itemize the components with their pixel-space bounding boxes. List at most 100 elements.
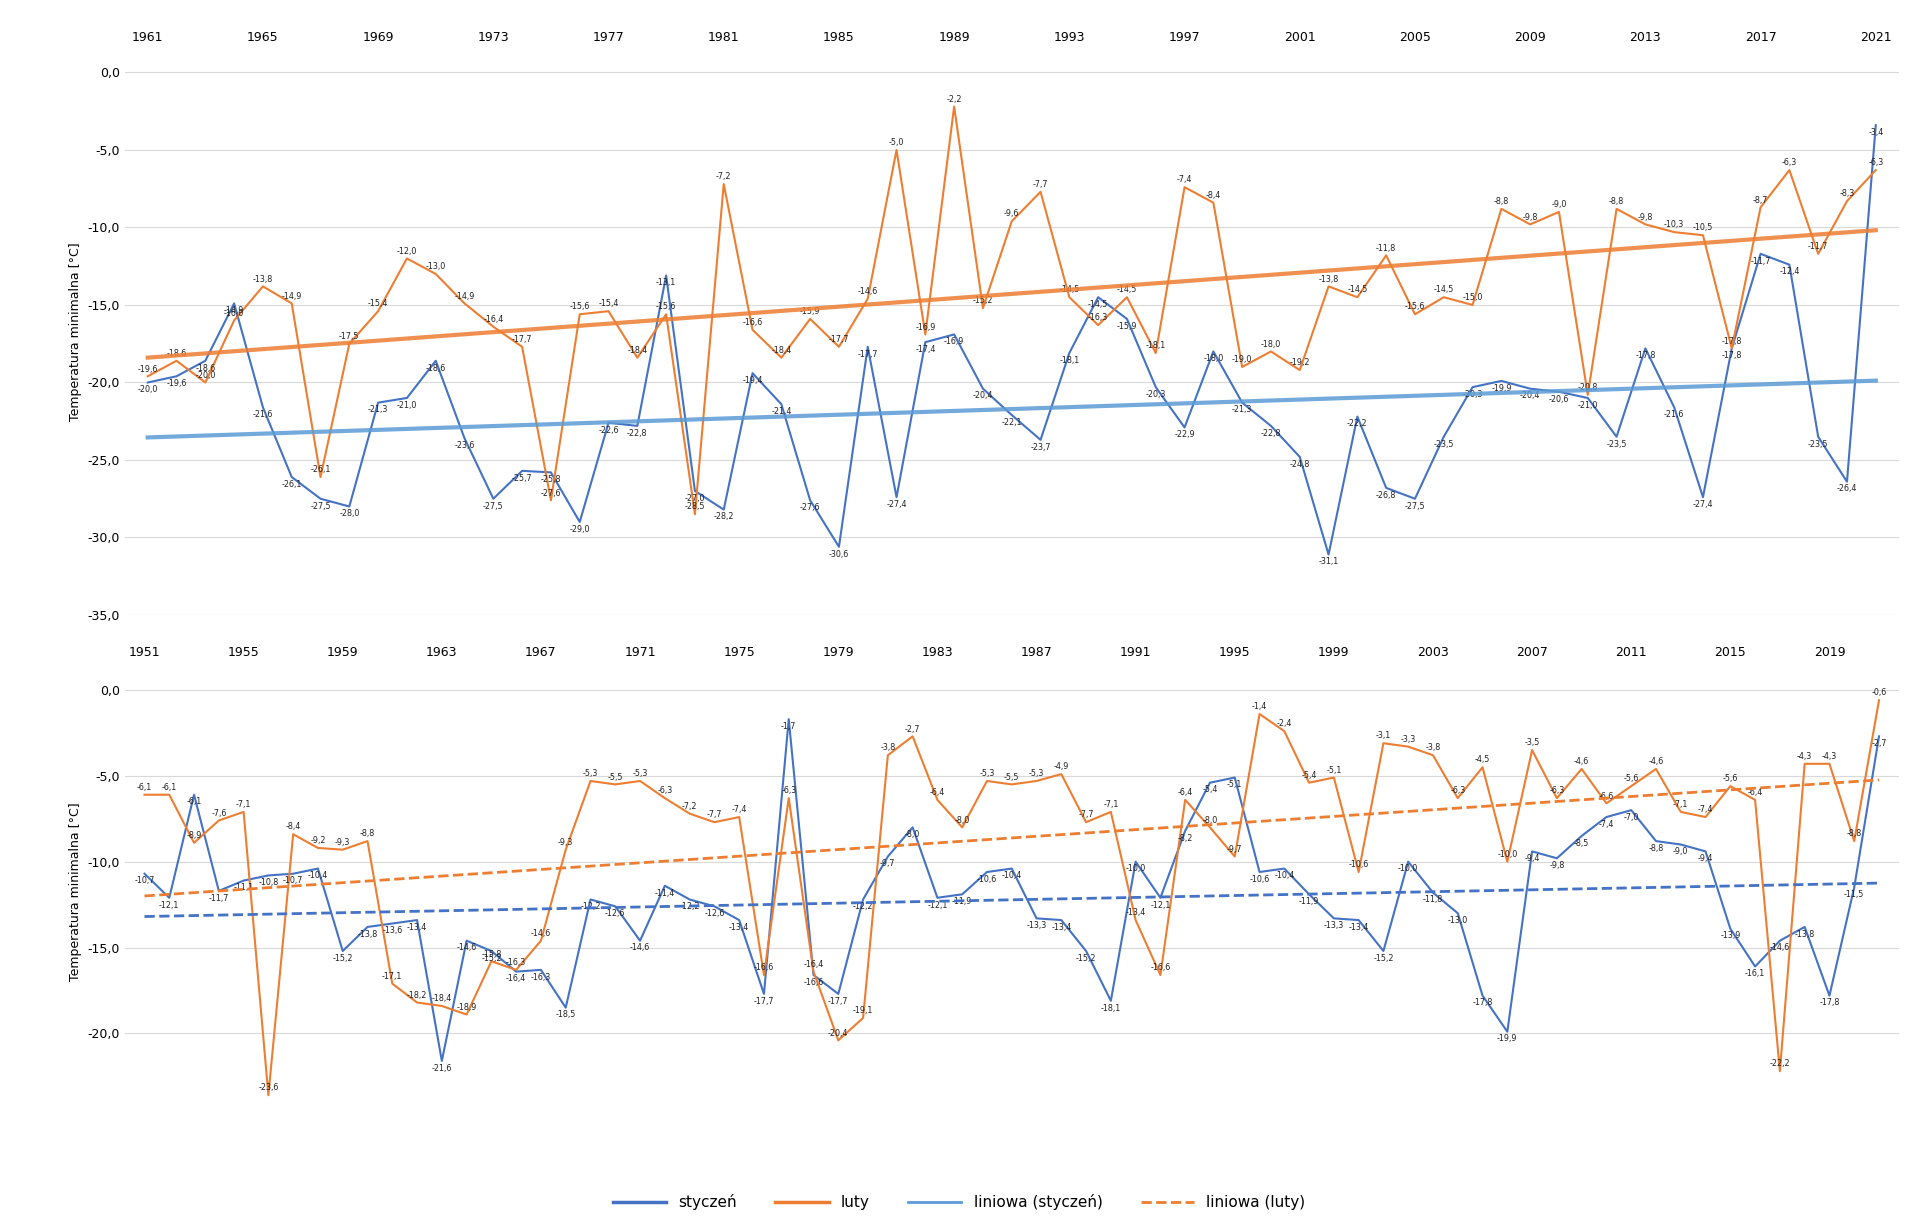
Text: -13,4: -13,4 [729,922,750,932]
Text: -18,6: -18,6 [426,364,445,373]
Text: -27,4: -27,4 [886,499,907,509]
Text: -28,5: -28,5 [685,503,706,512]
Text: -28,0: -28,0 [339,509,359,518]
Text: -8,0: -8,0 [905,830,921,839]
Text: -24,8: -24,8 [1289,460,1310,469]
Text: -9,4: -9,4 [1525,854,1540,863]
Text: -10,8: -10,8 [259,878,278,887]
Text: -11,9: -11,9 [1298,897,1320,907]
Text: -16,6: -16,6 [754,963,775,972]
Text: -12,0: -12,0 [397,247,416,256]
Text: -11,8: -11,8 [1423,895,1442,904]
Text: -6,3: -6,3 [781,786,796,796]
Text: -17,1: -17,1 [382,972,403,980]
Text: -10,3: -10,3 [1665,220,1684,229]
Text: -15,9: -15,9 [1116,322,1137,331]
Text: -3,5: -3,5 [1525,738,1540,748]
Text: -18,4: -18,4 [627,346,648,355]
Text: -15,2: -15,2 [972,296,994,305]
Legend: styczeń, luty, liniowa (styczeń), liniowa (luty): styczeń, luty, liniowa (styczeń), liniow… [606,1188,1312,1216]
Text: -17,8: -17,8 [1820,999,1839,1007]
Text: -20,3: -20,3 [1462,390,1483,399]
Text: -4,6: -4,6 [1648,758,1663,766]
Text: -8,0: -8,0 [955,815,971,824]
Text: -6,3: -6,3 [1450,786,1465,796]
Text: -20,4: -20,4 [1519,391,1540,401]
Text: -2,4: -2,4 [1277,720,1293,728]
Text: -13,4: -13,4 [1051,922,1072,932]
Text: -18,5: -18,5 [556,1011,575,1020]
Text: -21,6: -21,6 [253,410,272,419]
Text: -11,7: -11,7 [1751,257,1770,266]
Text: -23,6: -23,6 [455,442,476,450]
Text: -2,7: -2,7 [905,724,921,733]
Text: -7,1: -7,1 [1103,801,1118,809]
Text: -15,6: -15,6 [570,303,591,311]
Text: -23,6: -23,6 [259,1084,278,1092]
Text: -9,2: -9,2 [311,836,326,845]
Text: -10,4: -10,4 [1274,871,1295,881]
Text: -9,4: -9,4 [1697,854,1713,863]
Text: -11,7: -11,7 [209,894,228,903]
Text: -19,0: -19,0 [1231,355,1252,364]
Text: -11,5: -11,5 [1843,891,1864,899]
Text: -6,3: -6,3 [658,786,673,796]
Text: -5,6: -5,6 [1623,775,1638,784]
Text: -17,4: -17,4 [915,344,936,354]
Text: -6,3: -6,3 [1868,159,1883,167]
Text: -8,8: -8,8 [361,829,376,839]
Text: -5,4: -5,4 [1203,786,1218,795]
Text: -15,6: -15,6 [656,303,677,311]
Text: -13,8: -13,8 [357,930,378,938]
Text: -5,4: -5,4 [1302,771,1318,780]
Text: -10,6: -10,6 [976,875,997,884]
Text: -5,6: -5,6 [1722,775,1738,784]
Text: -5,3: -5,3 [583,769,598,779]
Text: -8,2: -8,2 [1178,834,1193,843]
Text: -9,0: -9,0 [1672,847,1688,856]
Text: -7,7: -7,7 [1032,180,1049,189]
Text: -12,2: -12,2 [854,903,873,911]
Text: -6,4: -6,4 [1178,788,1193,797]
Text: -14,6: -14,6 [857,287,878,296]
Text: -27,0: -27,0 [685,493,706,503]
Text: -12,2: -12,2 [581,903,600,911]
Text: -5,0: -5,0 [888,138,903,148]
Text: -18,1: -18,1 [1101,1004,1120,1012]
Text: -13,9: -13,9 [1720,931,1740,941]
Text: -6,6: -6,6 [1600,792,1615,801]
Text: -11,7: -11,7 [1809,242,1828,251]
Text: -4,6: -4,6 [1575,758,1590,766]
Text: -29,0: -29,0 [570,525,591,534]
Text: -5,3: -5,3 [1028,769,1043,779]
Text: -10,6: -10,6 [1348,860,1369,870]
Text: -11,1: -11,1 [234,883,253,892]
Text: -18,6: -18,6 [167,349,186,358]
Text: -7,6: -7,6 [211,808,226,818]
Text: -22,1: -22,1 [1001,418,1022,427]
Text: -5,5: -5,5 [608,772,623,781]
Text: -18,9: -18,9 [456,1002,478,1012]
Text: -28,2: -28,2 [713,513,735,522]
Text: -26,4: -26,4 [1837,485,1857,493]
Text: -27,5: -27,5 [311,502,330,510]
Text: -12,1: -12,1 [1151,900,1170,909]
Text: -10,7: -10,7 [134,877,155,886]
Text: -9,8: -9,8 [1550,861,1565,870]
Text: -12,2: -12,2 [679,903,700,911]
Text: -27,5: -27,5 [483,502,504,510]
Text: -18,1: -18,1 [1145,341,1166,351]
Text: -9,6: -9,6 [1003,209,1020,219]
Text: -17,5: -17,5 [339,332,359,341]
Text: -13,6: -13,6 [382,926,403,935]
Text: -6,3: -6,3 [1782,159,1797,167]
Text: -18,1: -18,1 [1059,355,1080,365]
Text: -5,1: -5,1 [1325,766,1341,775]
Text: -22,8: -22,8 [627,429,648,438]
Text: -14,5: -14,5 [1346,285,1368,294]
Text: -7,2: -7,2 [715,172,731,181]
Text: -6,1: -6,1 [186,797,201,807]
Text: -19,6: -19,6 [167,379,186,387]
Text: -22,6: -22,6 [598,426,620,434]
Text: -13,4: -13,4 [1348,922,1369,932]
